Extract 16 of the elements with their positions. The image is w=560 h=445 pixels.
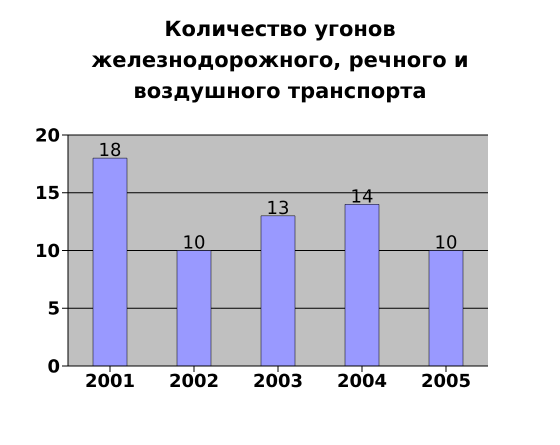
y-tick-label: 20 — [34, 125, 60, 146]
x-tick-label: 2002 — [168, 370, 220, 392]
data-label: 13 — [266, 198, 290, 219]
y-tick-label: 10 — [34, 240, 60, 262]
data-label: 14 — [350, 186, 374, 208]
x-tick-label: 2003 — [252, 370, 304, 392]
data-label: 18 — [98, 140, 122, 162]
data-label: 10 — [182, 232, 206, 254]
chart-title: Количество угонов железнодорожного, речного и воздушного транспорта — [90, 16, 470, 105]
x-tick-label: 2004 — [336, 370, 388, 392]
x-tick-label: 2001 — [84, 370, 136, 392]
data-label: 10 — [434, 232, 458, 254]
y-tick-label: 15 — [34, 183, 60, 204]
x-tick-label: 2005 — [420, 370, 472, 392]
y-tick-label: 0 — [47, 356, 60, 378]
y-tick-label: 5 — [47, 298, 60, 320]
